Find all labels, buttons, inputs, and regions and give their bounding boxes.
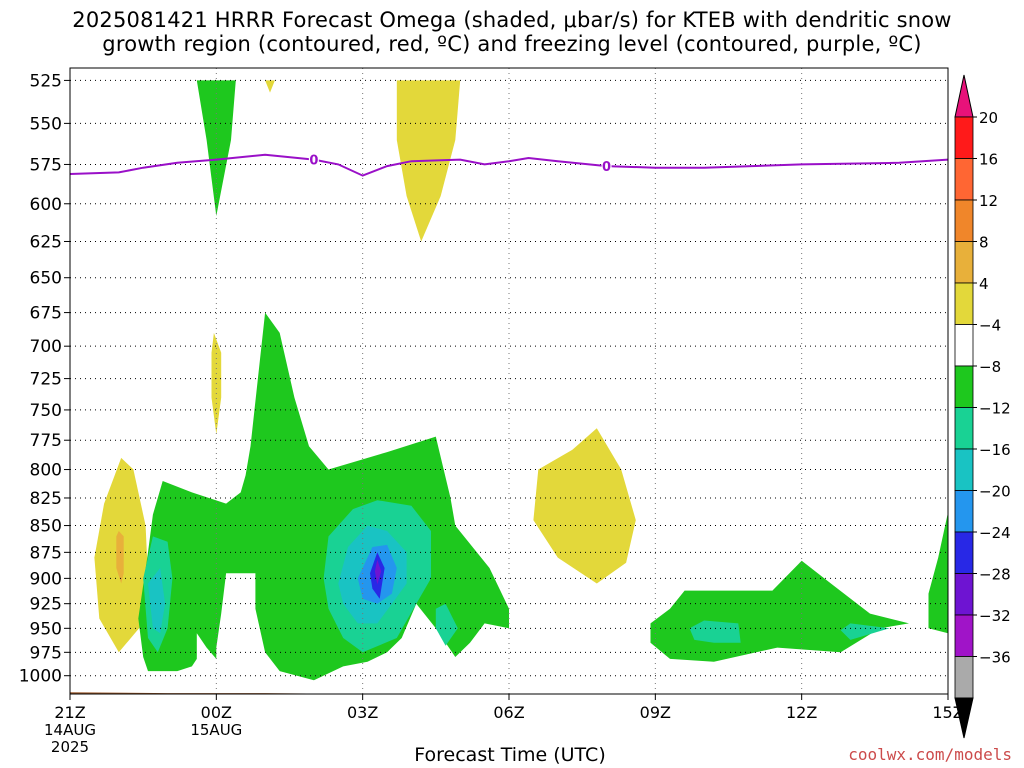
colorbar-box-2 [954, 199, 974, 242]
y-tick-label-1000: 1000 [19, 667, 62, 687]
x-tick-date-15AUG: 15AUG [190, 721, 242, 739]
colorbar-label-8: −16 [979, 441, 1011, 459]
x-tick-label-09Z: 09Z [640, 703, 671, 722]
colorbar-box-4 [954, 282, 974, 325]
chart-title-line2: growth region (contoured, red, ºC) and f… [102, 32, 922, 56]
colorbar-label-10: −24 [979, 524, 1011, 542]
colorbar-label-4: 4 [979, 275, 989, 293]
colorbar-box-1 [954, 158, 974, 201]
y-tick-label-725: 725 [30, 370, 62, 390]
y-tick-label-875: 875 [30, 543, 62, 563]
y-tick-label-575: 575 [30, 155, 62, 175]
y-tick-label-950: 950 [30, 619, 62, 639]
y-tick-label-750: 750 [30, 401, 62, 421]
y-tick-label-800: 800 [30, 461, 62, 481]
colorbar-label-1: 16 [979, 151, 998, 169]
freezing-label-1: 0 [602, 160, 611, 175]
colorbar-box-5 [954, 324, 974, 367]
y-tick-label-600: 600 [30, 195, 62, 215]
x-tick-year-2025: 2025 [51, 738, 89, 756]
colorbar-label-6: −8 [979, 358, 1001, 376]
y-tick-label-850: 850 [30, 517, 62, 537]
colorbar-label-13: −36 [979, 649, 1011, 667]
omega-shaded-regions [94, 80, 948, 681]
colorbar-label-12: −32 [979, 607, 1011, 625]
colorbar-label-9: −20 [979, 483, 1011, 501]
colorbar-label-3: 8 [979, 234, 989, 252]
colorbar-label-11: −28 [979, 566, 1011, 584]
colorbar-box-10 [954, 531, 974, 574]
colorbar-box-11 [954, 573, 974, 616]
y-tick-label-550: 550 [30, 114, 62, 134]
x-tick-label-21Z: 21Z [54, 703, 85, 722]
y-tick-label-775: 775 [30, 431, 62, 451]
y-tick-label-900: 900 [30, 569, 62, 589]
omega-region-5 [116, 531, 124, 584]
colorbar-box-12 [954, 614, 974, 657]
y-axis-ticks: 525 550 575 600 625 650 675 700 725 750 775 800 825 8… [19, 71, 70, 687]
colorbar: 20 16 12 8 4 −4 −8 −12 −16 −20 −24 −28 −32 −36 [954, 74, 1011, 739]
omega-region-15 [435, 603, 458, 646]
x-tick-label-15Z: 15Z [932, 703, 963, 722]
freezing-label-bg-1 [601, 159, 612, 174]
y-tick-label-975: 975 [30, 643, 62, 663]
colorbar-box-6 [954, 365, 974, 408]
colorbar-box-13 [954, 656, 974, 699]
colorbar-box-8 [954, 448, 974, 491]
omega-region-18 [840, 623, 890, 640]
x-tick-label-06Z: 06Z [493, 703, 524, 722]
y-tick-label-650: 650 [30, 269, 62, 289]
colorbar-box-3 [954, 241, 974, 284]
freezing-label-0: 0 [309, 154, 318, 169]
colorbar-label-7: −12 [979, 400, 1011, 418]
colorbar-label-2: 12 [979, 192, 998, 210]
colorbar-top-arrow [954, 74, 974, 118]
x-tick-label-00Z: 00Z [201, 703, 232, 722]
omega-region-19 [928, 512, 948, 634]
omega-region-17 [689, 620, 741, 643]
y-tick-label-825: 825 [30, 489, 62, 509]
y-tick-label-625: 625 [30, 232, 62, 252]
colorbar-box-0 [954, 116, 974, 159]
freezing-level-line [70, 153, 948, 177]
y-tick-label-675: 675 [30, 304, 62, 324]
x-tick-label-12Z: 12Z [786, 703, 817, 722]
colorbar-box-7 [954, 407, 974, 450]
omega-region-6 [533, 428, 636, 584]
x-axis-label: Forecast Time (UTC) [414, 744, 606, 766]
site-credit: coolwx.com/models [848, 745, 1012, 764]
colorbar-label-5: −4 [979, 317, 1001, 335]
colorbar-label-0: 20 [979, 109, 998, 127]
chart-title-line1: 2025081421 HRRR Forecast Omega (shaded, … [72, 8, 952, 32]
omega-region-12 [374, 559, 382, 585]
colorbar-box-9 [954, 490, 974, 533]
x-tick-label-03Z: 03Z [347, 703, 378, 722]
y-tick-label-700: 700 [30, 337, 62, 357]
y-tick-label-925: 925 [30, 595, 62, 615]
freezing-label-bg-0 [308, 152, 319, 167]
y-tick-label-525: 525 [30, 71, 62, 91]
colorbar-bottom-arrow [954, 697, 974, 739]
omega-region-14 [148, 568, 166, 634]
x-tick-date-14AUG: 14AUG [44, 721, 96, 739]
omega-region-1 [265, 80, 275, 93]
omega-region-16 [650, 560, 909, 662]
